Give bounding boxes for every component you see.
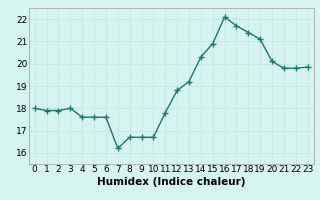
X-axis label: Humidex (Indice chaleur): Humidex (Indice chaleur) xyxy=(97,177,245,187)
